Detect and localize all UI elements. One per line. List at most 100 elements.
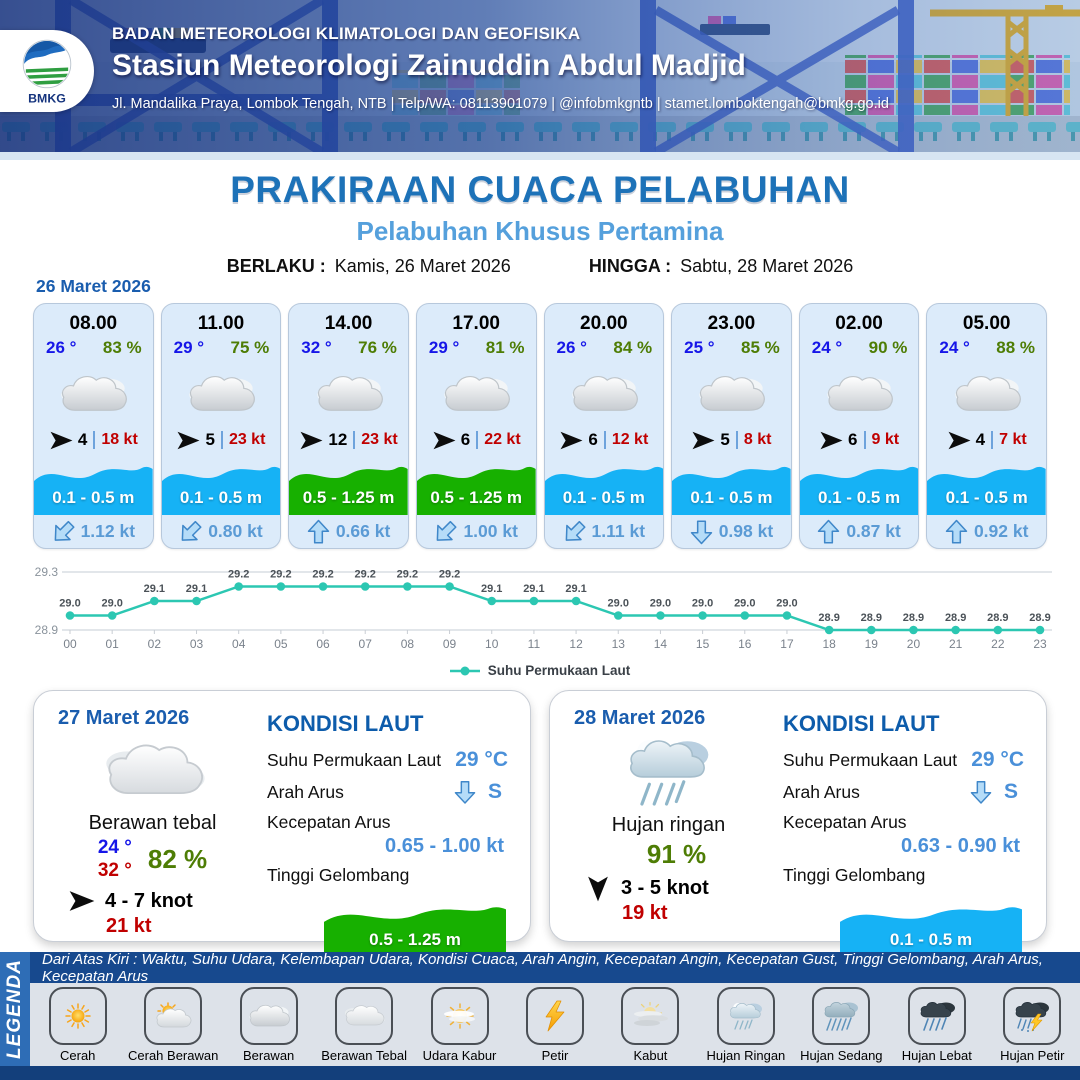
legend-title: LEGENDA bbox=[4, 959, 25, 1059]
divider bbox=[476, 431, 479, 449]
bmkg-logo: BMKG bbox=[0, 30, 94, 112]
wave-height-band: 0.1 - 0.5 m bbox=[927, 457, 1046, 515]
wind-gust: 19 kt bbox=[622, 902, 668, 924]
weather-icon bbox=[927, 358, 1046, 430]
wave-height-value: 0.1 - 0.5 m bbox=[179, 488, 263, 507]
legend-weather-icon bbox=[239, 987, 298, 1045]
svg-text:28.9: 28.9 bbox=[818, 612, 839, 624]
legend-weather-icon bbox=[812, 987, 871, 1045]
legend-item-label: Hujan Petir bbox=[1000, 1048, 1065, 1063]
legend-section: LEGENDA Dari Atas Kiri : Waktu, Suhu Uda… bbox=[0, 951, 1080, 1080]
air-temperature: 24 ° bbox=[811, 338, 843, 357]
current-speed-value: 0.63 - 0.90 kt bbox=[901, 835, 1020, 857]
wind-speed: 6 bbox=[460, 430, 471, 449]
weather-icon bbox=[800, 358, 919, 430]
wave-height-value: 0.1 - 0.5 m bbox=[945, 488, 1028, 507]
legend-caption: Dari Atas Kiri : Waktu, Suhu Udara, Kele… bbox=[30, 951, 1080, 985]
title-section: PRAKIRAAN CUACA PELABUHAN Pelabuhan Khus… bbox=[0, 169, 1080, 277]
valid-from-label: BERLAKU : bbox=[226, 256, 326, 276]
current-speed: 1.11 kt bbox=[591, 521, 646, 541]
wind-speed-range: 3 - 5 knot bbox=[621, 877, 709, 899]
wave-height-value: 0.1 - 0.5 m bbox=[889, 930, 973, 949]
humidity: 85 % bbox=[741, 338, 780, 357]
svg-text:18: 18 bbox=[822, 637, 836, 651]
current-direction-value: S bbox=[1003, 780, 1018, 803]
divider bbox=[603, 431, 606, 449]
divider bbox=[93, 431, 96, 449]
svg-text:13: 13 bbox=[612, 637, 626, 651]
wind-direction-icon bbox=[819, 431, 844, 450]
svg-text:03: 03 bbox=[190, 637, 204, 651]
wave-height-value: 0.5 - 1.25 m bbox=[430, 488, 523, 507]
wind-gust: 22 kt bbox=[484, 431, 521, 448]
legend-item: Cerah Berawan bbox=[127, 987, 219, 1063]
sst-label: Suhu Permukaan Laut bbox=[267, 749, 442, 770]
sea-surface-temperature-chart: 28.9 29.3 29.0 00 29.0 01 29.1 02 29.1 03 29.2 04 29… bbox=[35, 565, 1052, 651]
hourly-forecast-card: 14.00 32 ° 76 % 12 23 kt 0.5 - 1.25 m 0.… bbox=[288, 303, 409, 549]
current-row: 0.66 kt bbox=[289, 515, 408, 548]
legend-item-label: Cerah Berawan bbox=[128, 1048, 219, 1063]
legend-item: Hujan Petir bbox=[986, 987, 1078, 1063]
current-direction-icon bbox=[970, 779, 992, 805]
legend-item: Cerah bbox=[32, 987, 124, 1063]
hourly-forecast-card: 11.00 29 ° 75 % 5 23 kt 0.1 - 0.5 m 0.80… bbox=[160, 303, 282, 549]
svg-text:29.0: 29.0 bbox=[101, 598, 122, 610]
wind-row: 6 12 kt bbox=[545, 430, 664, 450]
air-temperature: 32 ° bbox=[301, 338, 332, 357]
current-direction-icon bbox=[429, 514, 464, 548]
air-temperature: 26 ° bbox=[556, 338, 587, 357]
daily-forecast-card: 28 Maret 2026 Hujan ringan 91 % 3 - 5 kn… bbox=[549, 690, 1047, 957]
humidity: 81 % bbox=[485, 338, 525, 357]
legend-weather-icon bbox=[907, 987, 966, 1045]
svg-text:29.1: 29.1 bbox=[186, 583, 207, 595]
wind-direction-icon bbox=[299, 431, 324, 450]
wind-row: 5 23 kt bbox=[162, 430, 281, 450]
daily-forecast-card: 27 Maret 2026 Berawan tebal 24 ° 32 ° 82… bbox=[33, 690, 531, 957]
legend-item: Hujan Ringan bbox=[700, 987, 792, 1063]
humidity: 75 % bbox=[230, 338, 270, 357]
divider bbox=[863, 431, 866, 449]
legend-title-strip: LEGENDA bbox=[0, 952, 30, 1066]
wind-gust: 9 kt bbox=[871, 431, 900, 448]
svg-text:01: 01 bbox=[105, 637, 119, 651]
wave-height-band: 0.1 - 0.5 m bbox=[840, 897, 1022, 957]
svg-text:29.2: 29.2 bbox=[228, 569, 249, 581]
svg-text:22: 22 bbox=[991, 637, 1005, 651]
wave-height-band: 0.5 - 1.25 m bbox=[416, 457, 536, 515]
wind-speed-range: 4 - 7 knot bbox=[105, 889, 193, 912]
svg-text:29.0: 29.0 bbox=[692, 598, 713, 610]
legend-weather-icon bbox=[48, 987, 107, 1045]
wind-row: 4 7 kt bbox=[927, 430, 1046, 450]
wind-row: 6 9 kt bbox=[800, 430, 919, 450]
valid-to-date: Sabtu, 28 Maret 2026 bbox=[680, 256, 854, 276]
svg-text:11: 11 bbox=[528, 637, 541, 651]
legend-weather-icon bbox=[621, 987, 680, 1045]
wave-height-value: 0.5 - 1.25 m bbox=[302, 488, 395, 507]
svg-text:29.0: 29.0 bbox=[59, 598, 80, 610]
legend-weather-icon bbox=[430, 987, 489, 1045]
svg-text:14: 14 bbox=[654, 637, 668, 651]
daily-date: 27 Maret 2026 bbox=[58, 707, 190, 729]
humidity: 88 % bbox=[996, 338, 1035, 357]
legend-weather-icon bbox=[335, 987, 394, 1045]
legend-items-row: Cerah Cerah Berawan Berawan Berawan Teba… bbox=[30, 983, 1080, 1066]
divider bbox=[353, 431, 356, 449]
legend-item-label: Hujan Sedang bbox=[800, 1048, 883, 1063]
daily-cards-row: 27 Maret 2026 Berawan tebal 24 ° 32 ° 82… bbox=[33, 690, 1047, 957]
divider bbox=[991, 431, 994, 449]
svg-text:16: 16 bbox=[738, 637, 752, 651]
current-row: 1.00 kt bbox=[417, 515, 536, 548]
svg-text:28.9: 28.9 bbox=[1029, 612, 1050, 624]
sst-value: 29 °C bbox=[455, 748, 508, 771]
current-speed: 1.00 kt bbox=[463, 521, 518, 541]
divider bbox=[220, 431, 223, 449]
wind-direction-icon bbox=[68, 890, 96, 912]
daily-date: 28 Maret 2026 bbox=[574, 707, 706, 729]
forecast-time: 08.00 bbox=[69, 313, 118, 334]
wave-height-value: 0.1 - 0.5 m bbox=[817, 488, 901, 507]
current-speed-label: Kecepatan Arus bbox=[267, 812, 391, 832]
wave-height-band: 0.1 - 0.5 m bbox=[161, 457, 281, 515]
legend-item-label: Petir bbox=[541, 1048, 569, 1063]
current-direction-icon bbox=[690, 519, 713, 545]
hourly-forecast-date: 26 Maret 2026 bbox=[36, 276, 151, 296]
